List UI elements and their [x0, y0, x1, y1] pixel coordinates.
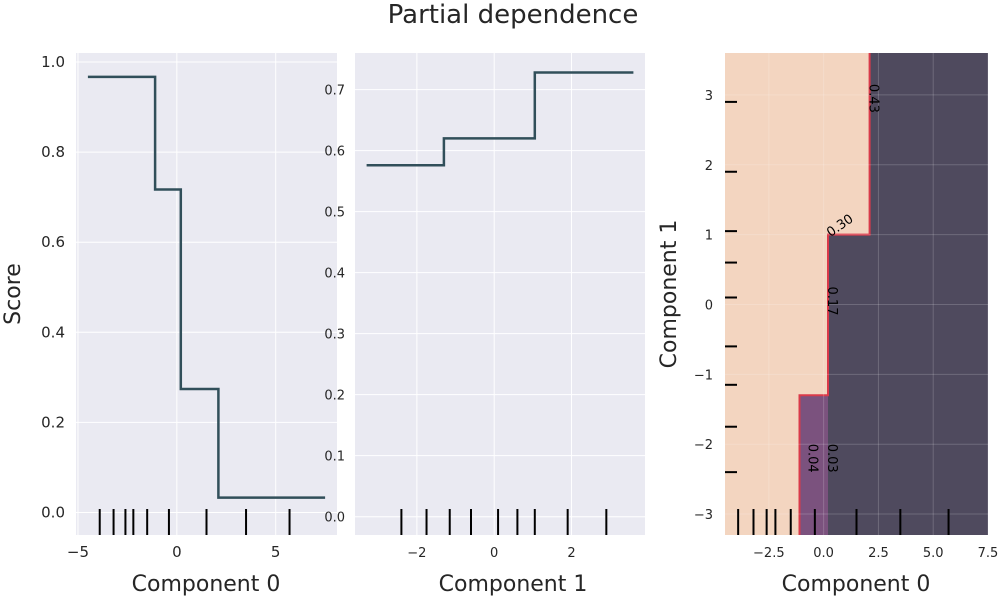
plot-area-2 — [355, 53, 645, 535]
y-tick-label: 0.4 — [324, 267, 345, 282]
xticks-3: −2.5 0.0 2.5 5.0 7.5 — [753, 546, 998, 561]
y-tick-label: 0 — [705, 298, 713, 313]
y-tick-label: 0.6 — [324, 145, 345, 160]
rug-3y — [725, 100, 737, 474]
contour-label: 0.03 — [824, 444, 839, 473]
contour-label: 0.04 — [804, 444, 819, 473]
yticks-2: 0.0 0.1 0.2 0.3 0.4 0.5 0.6 0.7 — [324, 84, 345, 526]
y-tick-label: 0.0 — [324, 511, 345, 526]
figure-title: Partial dependence — [388, 0, 639, 30]
y-tick-label: 0.3 — [324, 328, 345, 343]
x-tick-label: −5 — [67, 543, 89, 561]
x-tick-label: 0.0 — [813, 546, 834, 561]
contour-edge — [798, 53, 871, 535]
y-tick-label: 0.6 — [41, 233, 65, 251]
yticks-1: 0.0 0.2 0.4 0.6 0.8 1.0 — [41, 53, 65, 521]
y-tick-label: 0.0 — [41, 503, 65, 521]
x-tick-label: −2.5 — [753, 546, 785, 561]
x-tick-label: −2 — [407, 546, 426, 561]
y-tick-label: −2 — [694, 438, 713, 453]
y-tick-label: 0.7 — [324, 84, 345, 99]
x-tick-label: 5 — [271, 543, 281, 561]
y-tick-label: 1.0 — [41, 53, 65, 71]
contour-label: 0.43 — [866, 84, 881, 113]
y-tick-label: 2 — [705, 159, 713, 174]
grid-2 — [355, 53, 645, 535]
x-axis-label-3: Component 0 — [782, 572, 931, 597]
x-tick-label: 0 — [490, 546, 498, 561]
pd-line-1 — [87, 75, 326, 499]
xticks-2: −2 0 2 — [407, 546, 575, 561]
contour-region-high — [799, 53, 988, 535]
y-tick-label: 0.2 — [324, 389, 345, 404]
yticks-3: −3 −2 −1 0 1 2 3 — [694, 89, 713, 523]
xticks-1: −5 0 5 — [67, 543, 281, 561]
y-axis-label-3: Component 1 — [657, 220, 682, 369]
x-tick-label: 2.5 — [868, 546, 889, 561]
grid-1 — [76, 53, 337, 535]
y-tick-label: 0.4 — [41, 323, 65, 341]
panel-3: 0.430.300.170.030.04 −2.5 0.0 2.5 5.0 7.5 −3… — [657, 53, 998, 597]
rug-3x — [737, 509, 950, 535]
contour-label: 0.17 — [824, 287, 839, 316]
x-tick-label: 7.5 — [978, 546, 999, 561]
contour-region-mid — [799, 395, 829, 535]
y-tick-label: 1 — [705, 229, 713, 244]
y-tick-label: 0.1 — [324, 450, 345, 465]
rug-1 — [98, 509, 291, 535]
plot-area-1 — [76, 53, 337, 535]
rug-2 — [400, 509, 608, 535]
y-tick-label: 0.8 — [41, 143, 65, 161]
y-tick-label: 0.5 — [324, 206, 345, 221]
y-tick-label: −1 — [694, 368, 713, 383]
x-axis-label-2: Component 1 — [439, 572, 588, 597]
x-tick-label: 0 — [172, 543, 182, 561]
panel-2: −2 0 2 0.0 0.1 0.2 0.3 0.4 0.5 0.6 0.7 Component … — [324, 53, 645, 597]
y-axis-label-1: Score — [1, 263, 26, 325]
y-tick-label: −3 — [694, 508, 713, 523]
x-tick-label: 2 — [567, 546, 575, 561]
y-tick-label: 0.2 — [41, 413, 65, 431]
x-tick-label: 5.0 — [923, 546, 944, 561]
pd-line-2 — [366, 71, 634, 167]
grid-3 — [725, 53, 989, 535]
panel-1: −5 0 5 0.0 0.2 0.4 0.6 0.8 1.0 Component 0 Scor… — [1, 53, 337, 597]
x-axis-label-1: Component 0 — [132, 572, 281, 597]
y-tick-label: 3 — [705, 89, 713, 104]
